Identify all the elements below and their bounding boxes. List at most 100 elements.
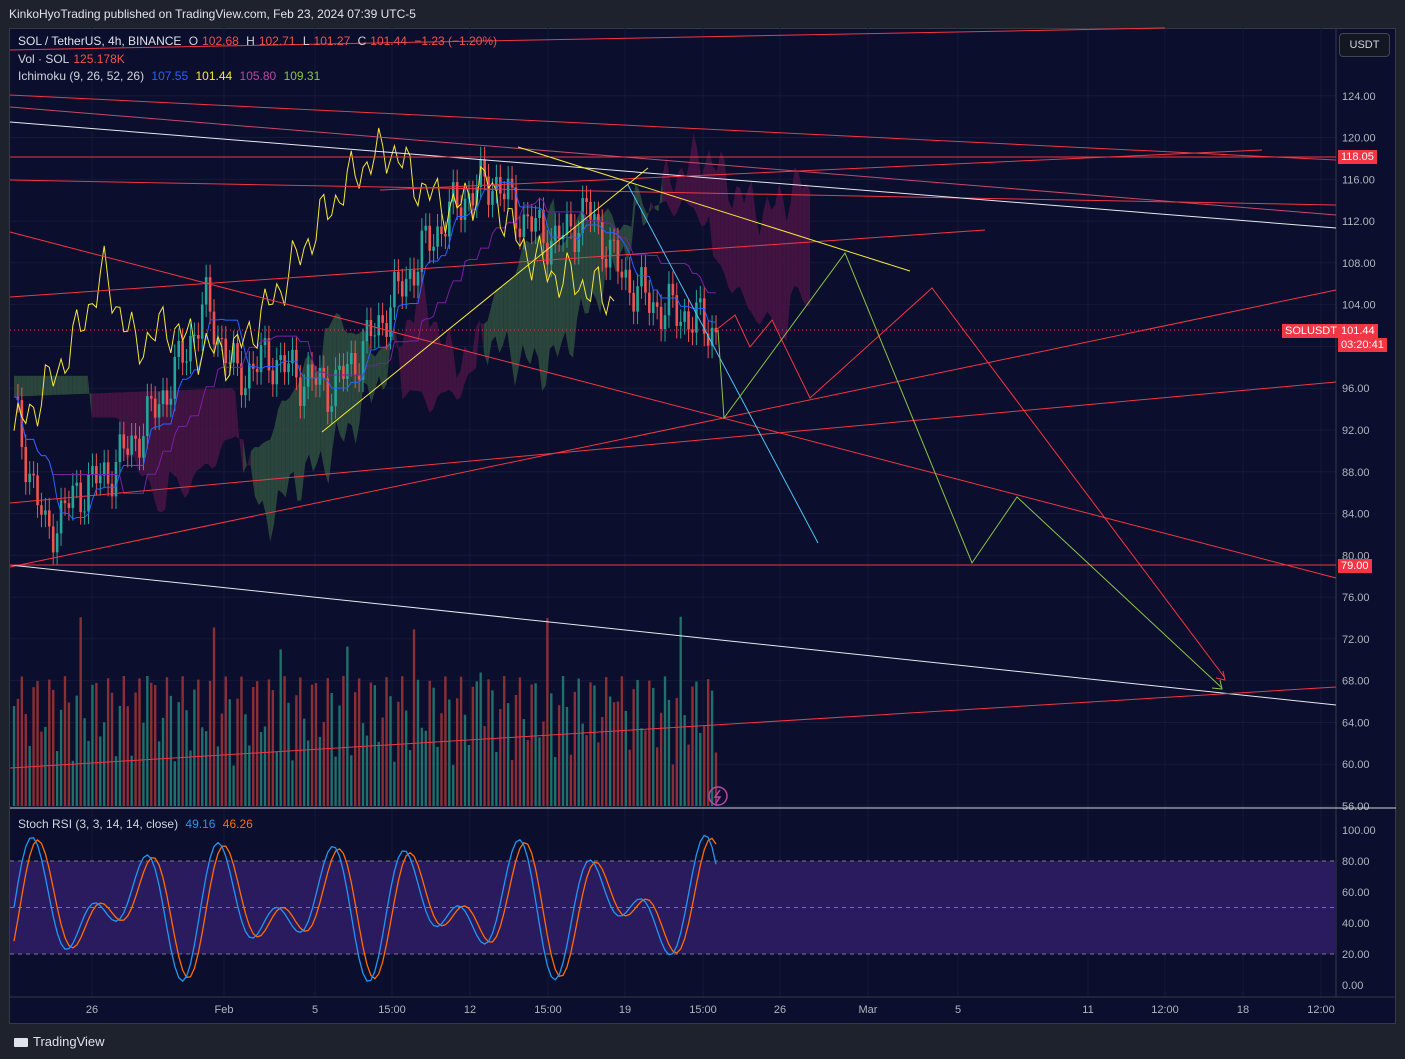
legend-o: 102.68 — [202, 34, 239, 48]
volume-bar — [197, 679, 200, 806]
candle — [416, 271, 420, 286]
candle — [55, 533, 59, 553]
candle — [271, 370, 275, 385]
candle — [648, 292, 651, 313]
legend-vol-label: Vol · SOL — [18, 52, 70, 66]
currency-button[interactable]: USDT — [1339, 33, 1390, 57]
ichimoku-cloud-segment — [33, 375, 38, 396]
trendline — [9, 179, 1337, 206]
candle — [338, 365, 341, 370]
candle — [695, 302, 698, 333]
candle — [538, 209, 541, 219]
candle — [220, 338, 224, 340]
ichimoku-cloud-segment — [196, 389, 201, 471]
ichimoku-cloud-segment — [639, 189, 644, 227]
time-tick: 11 — [1082, 1004, 1093, 1016]
candle — [683, 311, 686, 322]
candle — [491, 190, 494, 205]
ichimoku-cloud-segment — [495, 287, 500, 354]
volume-bar — [452, 765, 455, 806]
candle — [483, 159, 486, 177]
tradingview-brand[interactable]: TradingView — [14, 1034, 105, 1049]
ichimoku-cloud-segment — [76, 375, 81, 395]
volume-bar — [683, 715, 686, 806]
volume-bar — [408, 750, 412, 806]
candle — [353, 353, 357, 376]
ichimoku-cloud-segment — [530, 240, 535, 365]
volume-bar — [232, 765, 235, 806]
ichimoku-cloud-segment — [285, 397, 290, 498]
arrow-green-icon — [1211, 679, 1223, 690]
volume-bar — [228, 699, 231, 806]
ichimoku-cloud-segment — [37, 375, 42, 396]
volume-bar — [550, 693, 553, 806]
ichimoku-cloud-segment — [262, 440, 267, 517]
candle — [373, 335, 377, 337]
candle — [632, 292, 635, 312]
candle — [577, 232, 581, 252]
volume-bar — [624, 710, 627, 806]
trendline — [627, 184, 819, 544]
candle — [153, 398, 157, 418]
volume-bar — [138, 678, 141, 806]
legend-change: −1.23 (−1.20%) — [414, 34, 498, 48]
candle — [200, 304, 204, 339]
candle — [267, 338, 271, 371]
ichimoku-cloud-segment — [169, 390, 174, 475]
ichimoku-cloud-segment — [627, 225, 632, 262]
candle — [620, 271, 624, 278]
candle — [63, 500, 67, 504]
volume-bar — [32, 687, 35, 806]
ichimoku-cloud-segment — [95, 393, 100, 418]
candle — [44, 510, 47, 515]
ichimoku-cloud-segment — [476, 319, 480, 368]
ichimoku-cloud-segment — [250, 446, 255, 496]
candle — [663, 315, 667, 329]
ichimoku-cloud-segment — [798, 171, 803, 300]
ichimoku-cloud-segment — [215, 388, 220, 467]
candle — [248, 363, 251, 389]
candle — [365, 320, 369, 342]
ichimoku-cloud-segment — [557, 243, 562, 358]
volume-bar — [126, 706, 129, 806]
volume-bar — [440, 713, 443, 806]
ichimoku-cloud-segment — [518, 245, 523, 367]
ichimoku-cloud-segment — [122, 392, 127, 461]
ichimoku-cloud-segment — [204, 388, 209, 465]
volume-bar — [675, 697, 678, 806]
ichimoku-cloud-segment — [701, 163, 706, 227]
ichimoku-cloud-segment — [246, 451, 251, 468]
volume-bar — [393, 761, 396, 806]
volume-bar — [644, 730, 647, 806]
volume-bar — [679, 616, 682, 806]
ichimoku-cloud-segment — [417, 261, 422, 392]
ichimoku-cloud-segment — [149, 391, 154, 498]
legend-ichi-v3: 105.80 — [239, 69, 277, 83]
volume-bar — [83, 718, 86, 806]
candle — [259, 345, 263, 373]
trendline — [9, 94, 1337, 161]
volume-bar — [608, 696, 612, 806]
candle — [600, 221, 604, 259]
legend-stoch-d: 46.26 — [222, 817, 253, 831]
candle — [549, 240, 553, 265]
ichimoku-cloud-segment — [107, 392, 112, 418]
candle — [581, 198, 584, 233]
candle — [165, 390, 169, 405]
volume-bar — [322, 721, 326, 806]
volume-bar — [326, 678, 329, 806]
ichimoku-cloud-segment — [208, 388, 213, 469]
volume-bar — [142, 722, 145, 806]
ichimoku-cloud-segment — [328, 320, 333, 485]
candle — [295, 349, 298, 378]
ichimoku-cloud-segment — [677, 167, 682, 211]
candle — [463, 198, 467, 220]
ichimoku-cloud-segment — [790, 167, 795, 295]
price-tick: 108.00 — [1342, 258, 1376, 270]
candle — [263, 338, 267, 346]
candle — [499, 177, 502, 194]
volume-bar — [526, 740, 529, 806]
volume-bar — [212, 627, 216, 806]
volume-bar — [244, 714, 247, 806]
